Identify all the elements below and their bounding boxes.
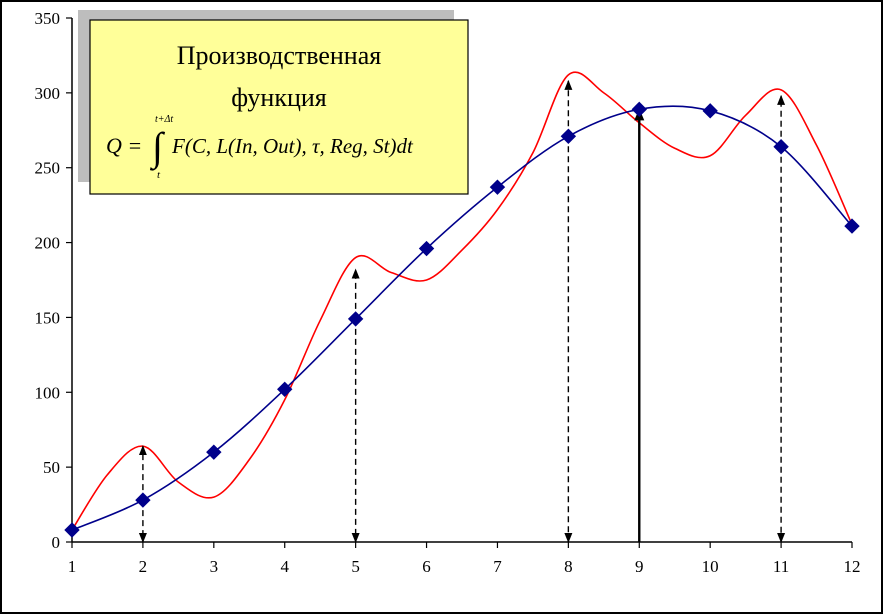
data-point-marker bbox=[347, 311, 364, 327]
formula-upper-limit: t+Δt bbox=[155, 114, 173, 125]
data-point-marker bbox=[277, 381, 293, 397]
y-tick-label: 100 bbox=[35, 383, 61, 402]
x-axis-ticks: 1 2 3 4 5 6 7 8 9 10 11 12 bbox=[68, 542, 861, 576]
data-point-marker bbox=[773, 139, 789, 155]
y-tick-label: 300 bbox=[35, 84, 61, 103]
data-point-marker bbox=[64, 522, 80, 538]
series-line-red bbox=[71, 71, 853, 531]
x-tick-label: 3 bbox=[210, 557, 219, 576]
title-box bbox=[89, 19, 469, 195]
chart-title-line1: Производственная bbox=[177, 41, 381, 70]
data-point-marker bbox=[135, 492, 151, 508]
x-tick-label: 5 bbox=[351, 557, 360, 576]
data-point-marker bbox=[844, 218, 860, 234]
arrow-layer bbox=[138, 79, 786, 543]
chart-title-line2: функция bbox=[231, 83, 327, 112]
data-point-marker bbox=[418, 240, 435, 257]
formula-lhs: Q = bbox=[106, 133, 142, 158]
marker-layer bbox=[64, 101, 860, 538]
formula-body: F(C, L(In, Out), τ, Reg, St)dt bbox=[171, 134, 414, 158]
data-point-marker bbox=[489, 179, 506, 195]
x-tick-label: 2 bbox=[139, 557, 148, 576]
integral-sign: ∫ bbox=[149, 124, 166, 171]
x-tick-label: 1 bbox=[68, 557, 77, 576]
data-point-marker bbox=[702, 103, 718, 119]
x-tick-label: 9 bbox=[635, 557, 644, 576]
y-tick-label: 150 bbox=[35, 308, 61, 327]
y-tick-label: 0 bbox=[52, 533, 61, 552]
x-tick-label: 7 bbox=[493, 557, 502, 576]
data-point-marker bbox=[206, 444, 222, 460]
x-tick-label: 8 bbox=[564, 557, 573, 576]
formula-lower-limit: t bbox=[157, 169, 161, 181]
data-point-marker bbox=[631, 101, 647, 118]
y-tick-label: 350 bbox=[35, 9, 61, 28]
x-tick-label: 4 bbox=[280, 557, 289, 576]
x-tick-label: 10 bbox=[702, 557, 719, 576]
x-tick-label: 12 bbox=[844, 557, 861, 576]
y-tick-label: 50 bbox=[43, 458, 60, 477]
y-tick-label: 250 bbox=[35, 159, 61, 178]
data-point-marker bbox=[560, 128, 577, 144]
x-tick-label: 6 bbox=[422, 557, 431, 576]
y-axis-ticks: 0 50 100 150 200 250 300 350 bbox=[35, 9, 72, 552]
y-tick-label: 200 bbox=[35, 234, 61, 253]
formula: Q = ∫ t+Δt t F(C, L(In, Out), τ, Reg, St… bbox=[106, 114, 414, 181]
x-tick-label: 11 bbox=[773, 557, 789, 576]
